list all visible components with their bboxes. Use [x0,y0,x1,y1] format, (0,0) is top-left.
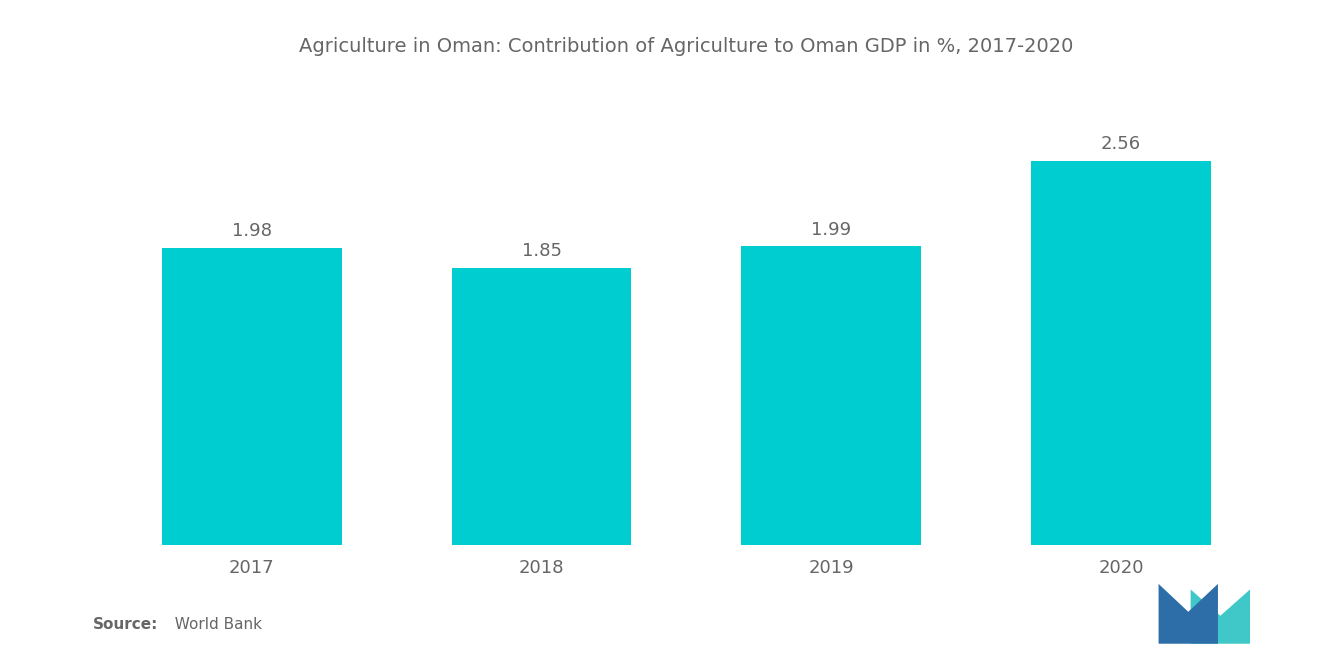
Text: Source:: Source: [92,616,158,632]
Bar [742,247,921,545]
Bar [451,267,631,545]
Text: 2.56: 2.56 [1101,136,1140,154]
Bar [162,248,342,545]
Text: 1.98: 1.98 [232,223,272,241]
Text: 1.99: 1.99 [812,221,851,239]
Title: Agriculture in Oman: Contribution of Agriculture to Oman GDP in %, 2017-2020: Agriculture in Oman: Contribution of Agr… [300,37,1073,56]
Text: 1.85: 1.85 [521,242,561,260]
Bar [1031,161,1210,545]
Polygon shape [1159,584,1218,644]
Polygon shape [1191,589,1250,644]
Text: World Bank: World Bank [165,616,261,632]
